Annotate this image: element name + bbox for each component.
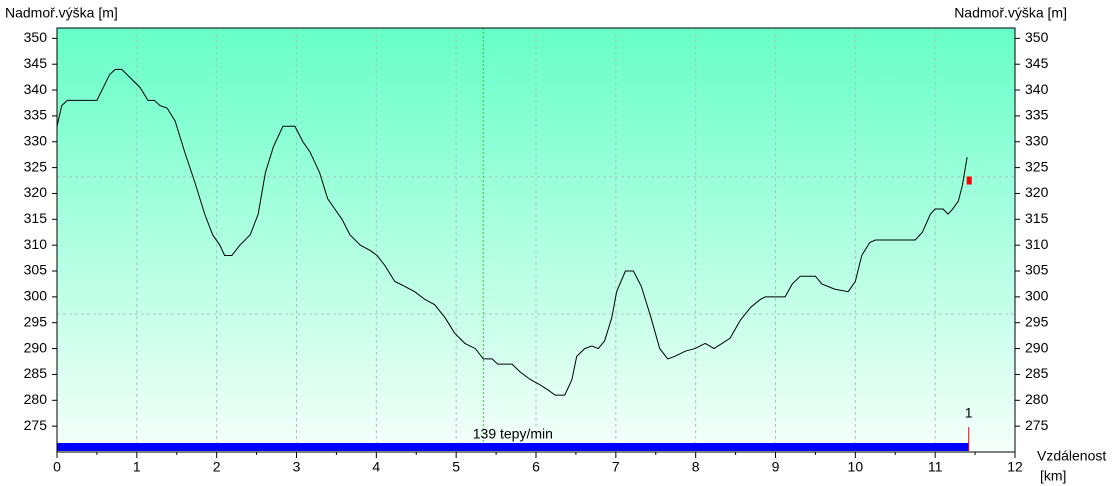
y-tick-label-left: 325 xyxy=(24,158,48,174)
x-tick-label: 7 xyxy=(612,459,620,475)
y-tick-label-left: 280 xyxy=(24,391,48,407)
y-tick-label-left: 350 xyxy=(24,29,48,45)
y-axis-title-left: Nadmoř.výška [m] xyxy=(5,5,118,21)
y-tick-label-left: 335 xyxy=(24,107,48,123)
x-tick-label: 9 xyxy=(772,459,780,475)
y-tick-label-right: 315 xyxy=(1025,210,1049,226)
y-tick-label-left: 340 xyxy=(24,81,48,97)
x-tick-label: 2 xyxy=(213,459,221,475)
y-tick-label-left: 330 xyxy=(24,132,48,148)
x-tick-label: 3 xyxy=(293,459,301,475)
x-tick-label: 12 xyxy=(1007,459,1023,475)
y-axis-title-right: Nadmoř.výška [m] xyxy=(954,5,1067,21)
y-tick-label-left: 300 xyxy=(24,288,48,304)
position-marker xyxy=(966,176,972,185)
y-tick-label-right: 320 xyxy=(1025,184,1049,200)
y-tick-label-right: 280 xyxy=(1025,391,1049,407)
hr-bar xyxy=(57,443,969,451)
x-axis-unit: [km] xyxy=(1040,468,1066,484)
x-tick-label: 4 xyxy=(372,459,380,475)
y-tick-label-left: 315 xyxy=(24,210,48,226)
y-tick-label-right: 285 xyxy=(1025,365,1049,381)
y-tick-label-right: 275 xyxy=(1025,417,1049,433)
y-tick-label-right: 300 xyxy=(1025,288,1049,304)
x-tick-label: 1 xyxy=(133,459,141,475)
y-tick-label-right: 345 xyxy=(1025,55,1049,71)
y-tick-label-right: 290 xyxy=(1025,339,1049,355)
y-tick-label-left: 320 xyxy=(24,184,48,200)
y-tick-label-right: 340 xyxy=(1025,81,1049,97)
plot: 139 tepy/min 1 xyxy=(57,28,1015,452)
lap-label: 1 xyxy=(965,405,973,421)
x-tick-label: 10 xyxy=(848,459,864,475)
y-tick-label-right: 330 xyxy=(1025,132,1049,148)
y-tick-label-right: 295 xyxy=(1025,313,1049,329)
hr-label: 139 tepy/min xyxy=(473,426,553,442)
y-tick-label-right: 305 xyxy=(1025,262,1049,278)
plot-border xyxy=(56,27,1016,453)
y-tick-label-right: 310 xyxy=(1025,236,1049,252)
y-tick-label-left: 310 xyxy=(24,236,48,252)
y-tick-label-right: 335 xyxy=(1025,107,1049,123)
y-tick-label-left: 305 xyxy=(24,262,48,278)
x-tick-label: 11 xyxy=(928,459,943,475)
x-tick-label: 0 xyxy=(53,459,61,475)
x-tick-label: 8 xyxy=(692,459,700,475)
x-tick-label: 5 xyxy=(452,459,460,475)
y-tick-label-left: 285 xyxy=(24,365,48,381)
y-tick-label-left: 290 xyxy=(24,339,48,355)
elevation-line xyxy=(57,68,968,396)
y-tick-label-left: 275 xyxy=(24,417,48,433)
y-tick-label-left: 345 xyxy=(24,55,48,71)
x-axis-title: Vzdálenost xyxy=(1037,448,1106,464)
y-tick-label-right: 325 xyxy=(1025,158,1049,174)
y-tick-label-left: 295 xyxy=(24,313,48,329)
y-tick-label-right: 350 xyxy=(1025,29,1049,45)
x-tick-label: 6 xyxy=(532,459,540,475)
